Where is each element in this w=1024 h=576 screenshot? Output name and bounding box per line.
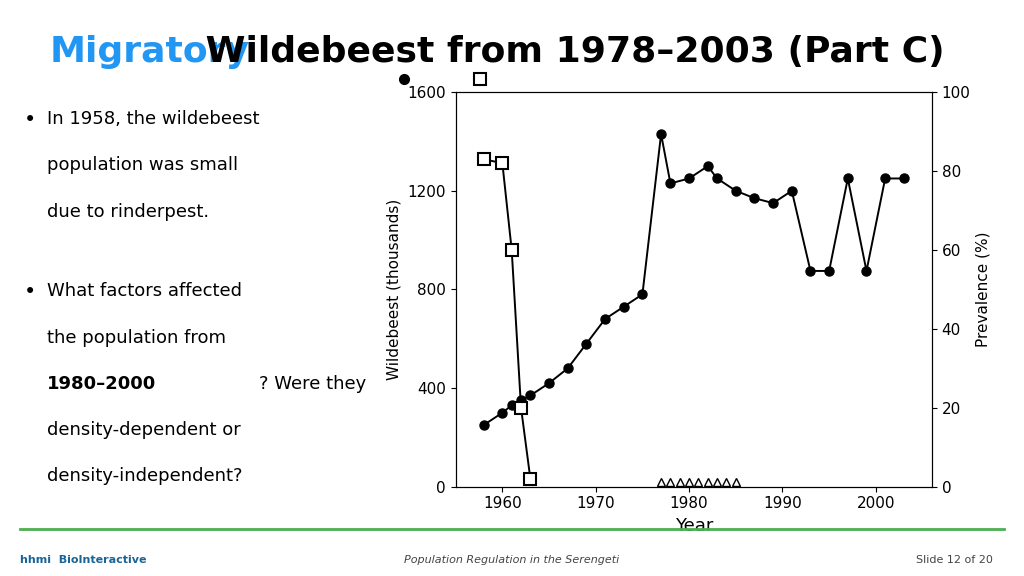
Text: What factors affected: What factors affected (47, 282, 242, 301)
Y-axis label: Prevalence (%): Prevalence (%) (976, 232, 991, 347)
Text: due to rinderpest.: due to rinderpest. (47, 203, 209, 221)
Text: 1980–2000: 1980–2000 (47, 375, 157, 393)
Text: density-dependent or: density-dependent or (47, 421, 241, 439)
Y-axis label: Wildebeest (thousands): Wildebeest (thousands) (387, 199, 401, 380)
Text: Population Regulation in the Serengeti: Population Regulation in the Serengeti (404, 555, 620, 565)
Text: ? Were they: ? Were they (259, 375, 367, 393)
Text: In 1958, the wildebeest: In 1958, the wildebeest (47, 110, 259, 128)
Text: Migratory: Migratory (50, 35, 250, 69)
Text: population was small: population was small (47, 156, 239, 175)
Text: •: • (25, 282, 37, 302)
Text: hhmi  BioInteractive: hhmi BioInteractive (20, 555, 147, 565)
Text: •: • (25, 110, 37, 130)
X-axis label: Year: Year (675, 517, 713, 535)
Text: Wildebeest from 1978–2003 (Part C): Wildebeest from 1978–2003 (Part C) (193, 35, 944, 69)
Text: density-independent?: density-independent? (47, 468, 243, 486)
Text: the population from: the population from (47, 329, 226, 347)
Text: Slide 12 of 20: Slide 12 of 20 (916, 555, 993, 565)
